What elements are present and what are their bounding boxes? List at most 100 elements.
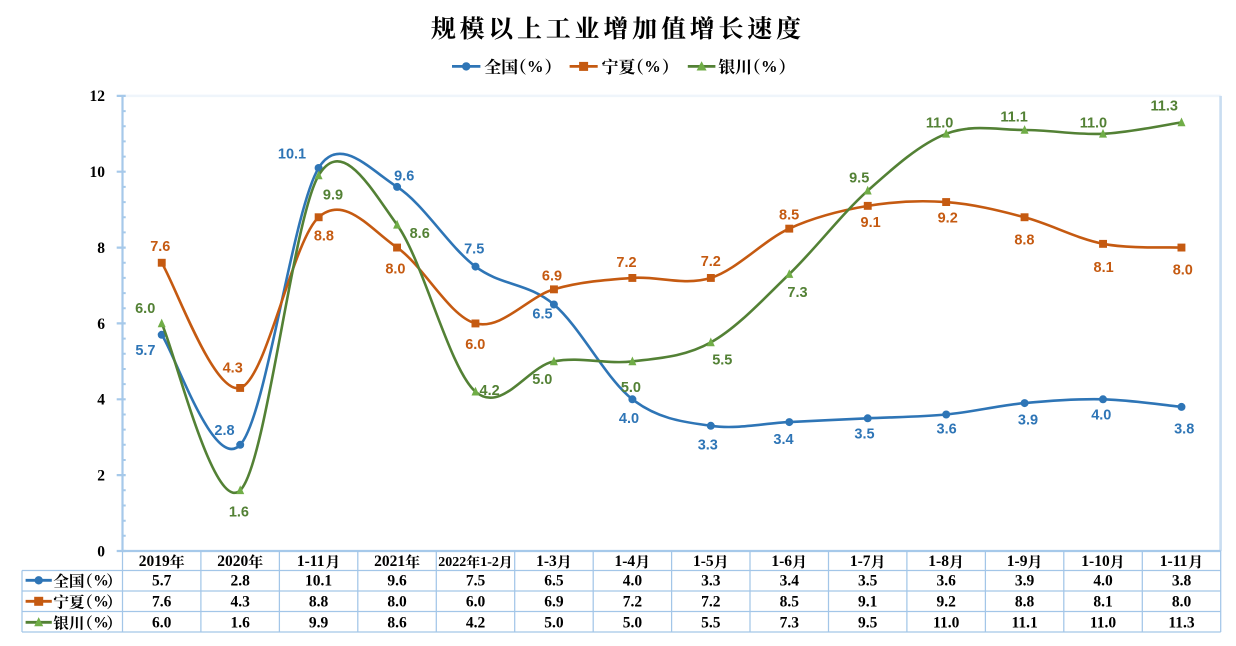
svg-text:3.5: 3.5 [858,573,878,590]
svg-text:4.0: 4.0 [623,573,643,590]
svg-text:4: 4 [97,392,105,409]
svg-text:11.1: 11.1 [1011,615,1037,632]
svg-text:4.2: 4.2 [480,383,500,399]
svg-text:6.5: 6.5 [532,307,552,323]
svg-text:6.0: 6.0 [152,615,172,632]
svg-text:5.0: 5.0 [544,615,564,632]
svg-text:4.3: 4.3 [231,594,251,611]
svg-text:6.9: 6.9 [542,268,562,284]
svg-text:2022: 2022 [438,555,466,570]
svg-text:1-9: 1-9 [1007,553,1028,570]
svg-text:1.6: 1.6 [229,504,249,520]
svg-text:3.6: 3.6 [937,573,957,590]
svg-text:8.0: 8.0 [387,594,407,611]
svg-text:4.0: 4.0 [1093,573,1113,590]
svg-text:8.0: 8.0 [1173,263,1193,279]
svg-text:10.1: 10.1 [278,146,306,162]
svg-text:4.2: 4.2 [466,615,486,632]
svg-text:5.7: 5.7 [152,573,172,590]
svg-text:1-10: 1-10 [1081,553,1110,570]
svg-text:5.0: 5.0 [532,372,552,388]
svg-text:3.8: 3.8 [1174,422,1194,438]
svg-text:6.9: 6.9 [544,594,564,611]
svg-text:7.5: 7.5 [466,573,486,590]
svg-text:%: % [93,615,109,632]
svg-text:7.2: 7.2 [701,594,721,611]
svg-text:11.0: 11.0 [926,116,953,132]
svg-text:3.3: 3.3 [698,438,718,454]
svg-text:2: 2 [97,467,105,484]
svg-text:7.6: 7.6 [152,594,172,611]
svg-text:8.5: 8.5 [780,594,800,611]
svg-text:9.9: 9.9 [323,188,343,204]
svg-text:9.2: 9.2 [937,594,957,611]
svg-text:11.0: 11.0 [933,615,960,632]
svg-text:7.5: 7.5 [464,242,484,258]
svg-text:11.3: 11.3 [1168,615,1195,632]
svg-text:6.0: 6.0 [135,301,155,317]
svg-text:5.0: 5.0 [623,615,643,632]
svg-text:1-2: 1-2 [480,555,499,570]
svg-text:7.2: 7.2 [616,255,636,271]
svg-text:1-5: 1-5 [693,553,714,570]
svg-text:11.1: 11.1 [1000,110,1027,126]
svg-text:1-11: 1-11 [1160,553,1188,570]
svg-text:8: 8 [97,240,105,257]
svg-text:1-3: 1-3 [536,553,557,570]
svg-text:2.8: 2.8 [214,423,234,439]
svg-text:3.9: 3.9 [1015,573,1035,590]
svg-text:0: 0 [97,543,105,560]
svg-text:%: % [93,594,109,611]
svg-text:8.6: 8.6 [410,226,430,242]
svg-text:%: % [527,57,544,76]
svg-text:8.8: 8.8 [309,594,329,611]
svg-text:3.3: 3.3 [701,573,721,590]
svg-text:9.1: 9.1 [861,215,881,231]
svg-text:3.4: 3.4 [773,432,793,448]
svg-text:1-11: 1-11 [297,553,325,570]
svg-text:9.6: 9.6 [387,573,407,590]
svg-text:2020: 2020 [217,553,248,570]
svg-text:9.2: 9.2 [938,210,958,226]
svg-text:8.0: 8.0 [1172,594,1192,611]
svg-text:8.8: 8.8 [314,228,334,244]
svg-text:7.2: 7.2 [623,594,643,611]
svg-text:%: % [644,57,661,76]
svg-text:3.4: 3.4 [780,573,800,590]
svg-text:6.0: 6.0 [465,337,485,353]
svg-text:8.5: 8.5 [779,208,799,224]
svg-text:1-7: 1-7 [850,553,871,570]
svg-text:9.6: 9.6 [394,168,414,184]
svg-text:7.3: 7.3 [780,615,800,632]
svg-text:6.0: 6.0 [466,594,486,611]
svg-text:11.0: 11.0 [1080,116,1107,132]
svg-text:12: 12 [90,88,106,105]
svg-text:5.0: 5.0 [621,380,641,396]
svg-text:%: % [93,573,109,590]
svg-text:11.3: 11.3 [1150,98,1177,114]
svg-text:8.1: 8.1 [1094,260,1114,276]
svg-text:8.6: 8.6 [387,615,407,632]
svg-text:5.5: 5.5 [712,352,732,368]
svg-text:%: % [761,57,778,76]
svg-text:2021: 2021 [374,553,405,570]
svg-text:2019: 2019 [139,553,170,570]
svg-text:9.9: 9.9 [309,615,329,632]
svg-text:1-6: 1-6 [771,553,792,570]
svg-text:3.5: 3.5 [854,426,874,442]
svg-text:9.5: 9.5 [849,170,869,186]
svg-text:8.0: 8.0 [385,261,405,277]
svg-text:11.0: 11.0 [1090,615,1117,632]
svg-text:8.1: 8.1 [1093,594,1112,611]
svg-text:7.3: 7.3 [787,285,807,301]
svg-text:10.1: 10.1 [305,573,332,590]
svg-text:3.9: 3.9 [1018,412,1038,428]
svg-text:3.8: 3.8 [1172,573,1192,590]
svg-text:5.7: 5.7 [135,343,155,359]
svg-text:6: 6 [97,316,105,333]
svg-text:4.0: 4.0 [1091,408,1111,424]
svg-text:4.3: 4.3 [223,361,243,377]
svg-text:1-8: 1-8 [928,553,949,570]
svg-text:1-4: 1-4 [615,553,636,570]
svg-text:1.6: 1.6 [231,615,251,632]
